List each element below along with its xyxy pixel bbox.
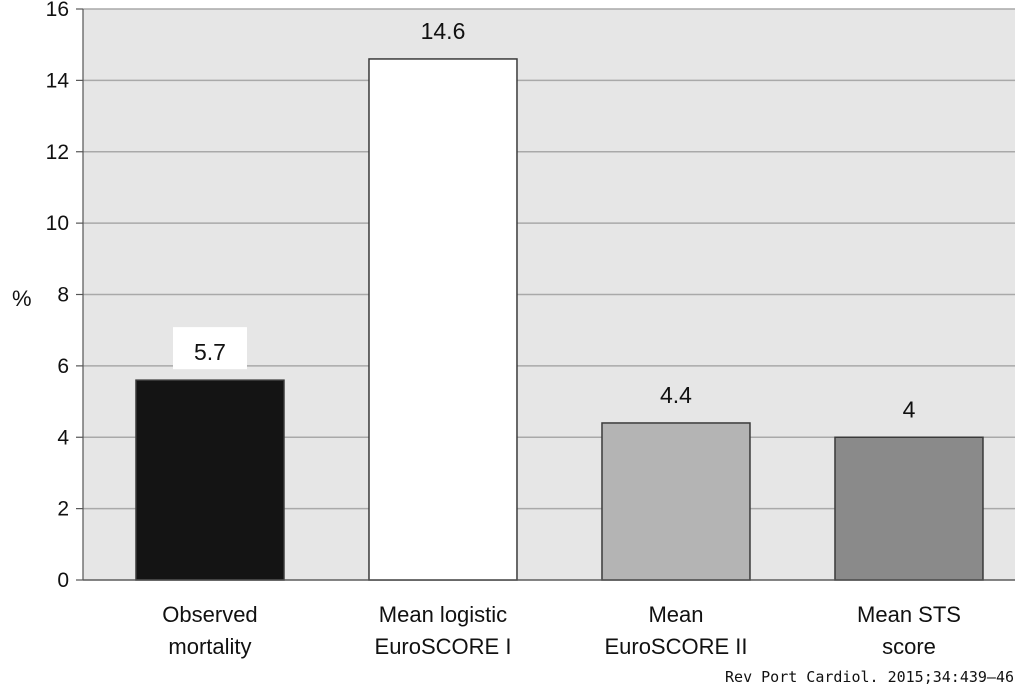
bars bbox=[135, 58, 984, 581]
bar bbox=[601, 422, 751, 581]
value-labels: 5.7 14.6 4.4 4 bbox=[172, 18, 916, 422]
y-tick-label: 10 bbox=[46, 212, 69, 235]
y-tick-label: 4 bbox=[57, 426, 69, 449]
y-tick-label: 14 bbox=[46, 69, 70, 92]
x-category-label: Mean logistic bbox=[379, 602, 507, 627]
x-category-label: EuroSCORE I bbox=[375, 634, 512, 659]
y-tick-label: 2 bbox=[57, 498, 69, 521]
x-category-label: mortality bbox=[168, 634, 251, 659]
bar bbox=[135, 379, 285, 581]
y-tick-label: 8 bbox=[57, 284, 69, 307]
bar-value-label: 5.7 bbox=[194, 339, 226, 365]
x-category-label: Mean bbox=[648, 602, 703, 627]
x-category-label: EuroSCORE II bbox=[604, 634, 747, 659]
bar-value-label: 4 bbox=[903, 396, 916, 422]
y-tick-label: 12 bbox=[46, 141, 69, 164]
x-category-label: score bbox=[882, 634, 936, 659]
bar bbox=[834, 436, 984, 581]
y-tick-label: 16 bbox=[46, 0, 69, 21]
bar bbox=[368, 58, 518, 581]
value-label-background bbox=[172, 327, 247, 370]
bar-value-label: 14.6 bbox=[421, 18, 466, 44]
x-category-label: Observed bbox=[162, 602, 257, 627]
y-axis-title: % bbox=[12, 286, 32, 311]
citation-text: Rev Port Cardiol. 2015;34:439–46 bbox=[725, 668, 1014, 686]
x-axis: Observed mortality Mean logistic EuroSCORE … bbox=[83, 579, 1015, 659]
bar-value-label: 4.4 bbox=[660, 382, 692, 408]
x-category-label: Mean STS bbox=[857, 602, 961, 627]
y-tick-label: 0 bbox=[57, 569, 69, 592]
y-axis: 0 2 4 6 8 10 12 14 16 bbox=[46, 0, 84, 592]
y-tick-label: 6 bbox=[57, 355, 69, 378]
